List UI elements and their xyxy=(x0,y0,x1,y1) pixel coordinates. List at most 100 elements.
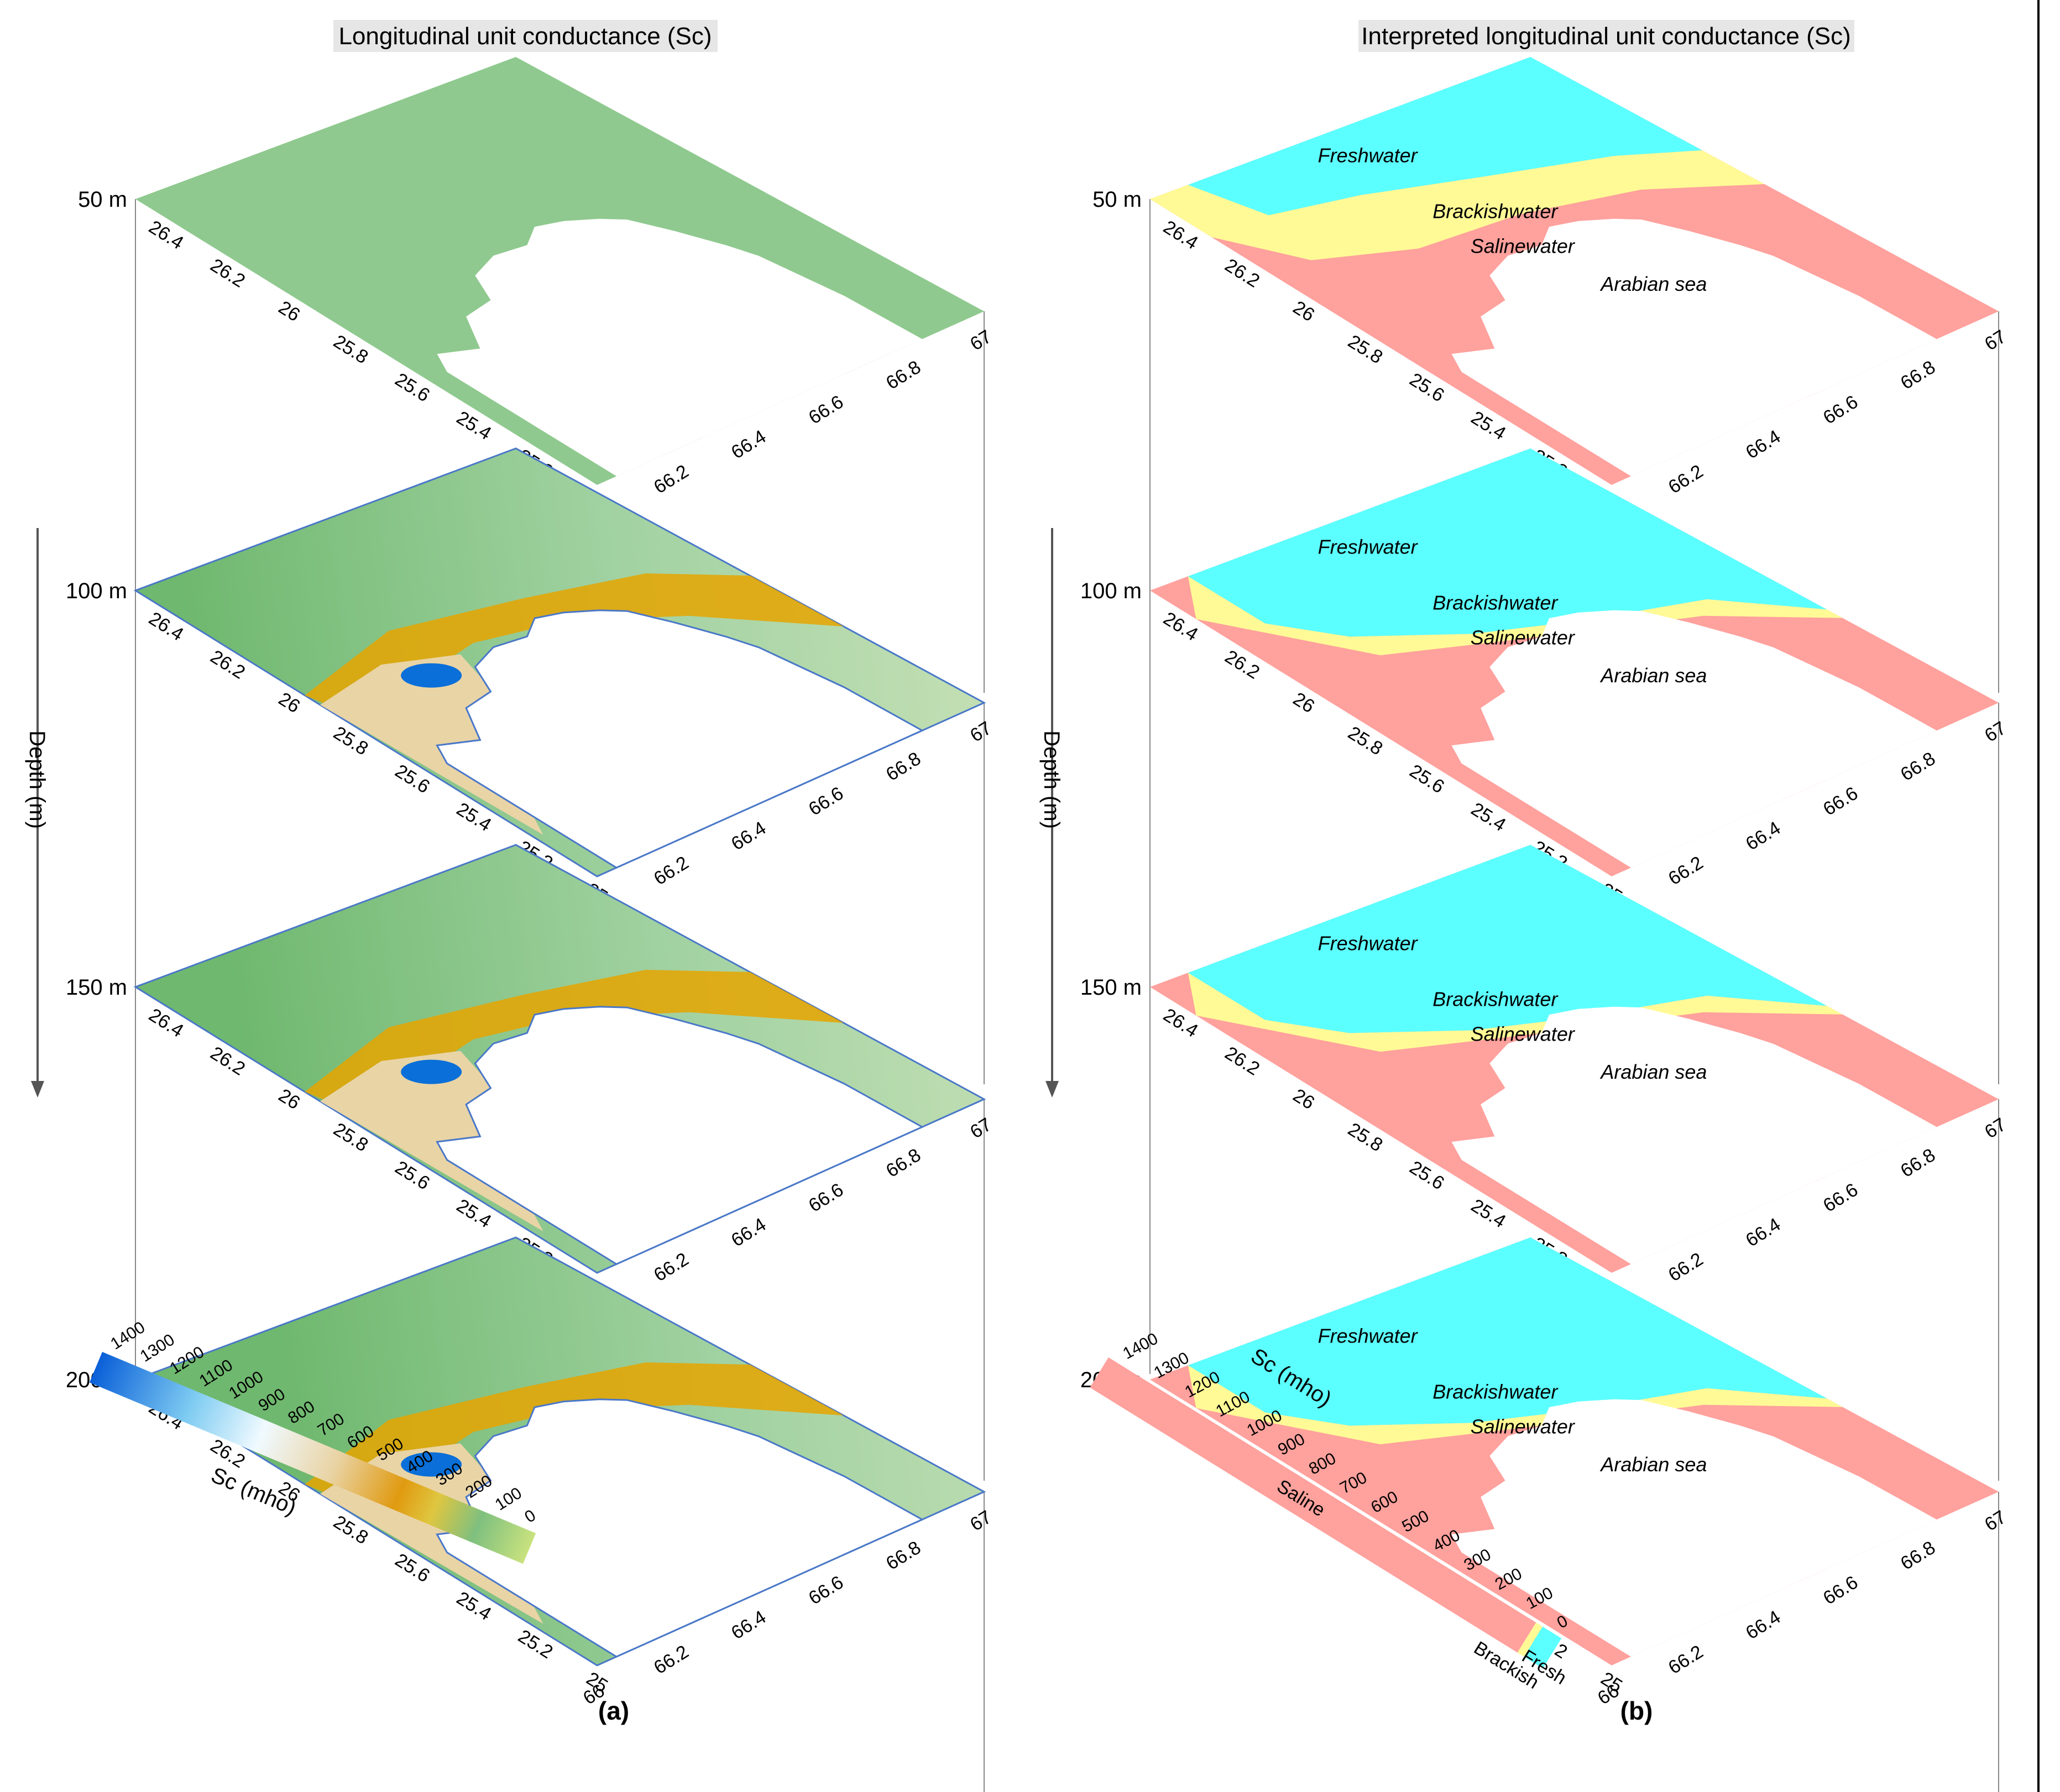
sea-mask xyxy=(1451,1006,1937,1265)
lon-tick-label: 66.8 xyxy=(882,1537,924,1574)
high-sc-spot xyxy=(401,1059,462,1084)
sea-mask xyxy=(1451,1399,1937,1657)
lon-tick-label: 66.6 xyxy=(805,1572,847,1609)
lon-tick-label: 67 xyxy=(966,326,995,355)
lon-tick-label: 67 xyxy=(966,1507,995,1535)
lon-tick-label: 66.8 xyxy=(1897,357,1939,394)
lon-tick-label: 66.2 xyxy=(650,1248,692,1286)
lon-tick-label: 66.2 xyxy=(1665,1248,1707,1286)
layer-2-B: Freshwater Brackishwater Salinewater Arabia… xyxy=(1080,845,2010,1481)
title-a-bg xyxy=(333,20,718,52)
fresh-zone xyxy=(1188,57,1702,216)
colorbar-b-tick: 1400 xyxy=(1120,1329,1161,1363)
depth-label: 50 m xyxy=(1092,187,1142,212)
high-sc-spot xyxy=(401,663,462,688)
layer-1-B: Freshwater Brackishwater Salinewater Arabia… xyxy=(1080,448,2010,1365)
lon-tick-label: 66.2 xyxy=(1665,852,1707,889)
lon-tick-label: 67 xyxy=(1981,326,2010,355)
brackish-zone xyxy=(1188,1365,1843,1445)
depth-arrowhead-b xyxy=(1045,1081,1059,1098)
lon-tick-label: 66.2 xyxy=(650,461,692,498)
zone-label-sea: Arabian sea xyxy=(1599,664,1707,687)
title-b-bg xyxy=(1358,20,1854,52)
lon-tick-label: 66.4 xyxy=(728,817,770,854)
zone-label-saline: Salinewater xyxy=(1471,1415,1576,1438)
zone-label-brackish: Brackishwater xyxy=(1432,988,1559,1010)
layer-2-A: 150 m26.426.22625.825.625.425.2256666.26… xyxy=(66,844,995,1481)
depth-label: 150 m xyxy=(1080,975,1142,1000)
colorbar-b-fresh xyxy=(1524,1626,1562,1669)
depth-axis-title-a: Depth (m) xyxy=(25,730,49,829)
zone-label-sea: Arabian sea xyxy=(1599,1453,1707,1476)
sea-mask xyxy=(436,1006,924,1265)
lat-tick-label: 26 xyxy=(275,297,304,326)
zone-label-sea: Arabian sea xyxy=(1599,1060,1707,1083)
fresh-zone xyxy=(1188,845,1827,1033)
zone-label-saline: Salinewater xyxy=(1471,626,1576,649)
brackish-zone xyxy=(1188,576,1843,656)
lon-tick-label: 67 xyxy=(1981,1507,2010,1535)
gold-band xyxy=(305,573,844,735)
depth-axis-title-b: Depth (m) xyxy=(1039,730,1064,829)
zone-label-brackish: Brackishwater xyxy=(1432,200,1559,222)
panel-b-label: (b) xyxy=(1620,1696,1653,1725)
lon-tick-label: 66.8 xyxy=(1897,1537,1939,1574)
sea-mask xyxy=(436,609,924,869)
lon-tick-label: 66.4 xyxy=(1742,817,1784,854)
gold-band xyxy=(305,970,844,1132)
zone-label-brackish: Brackishwater xyxy=(1432,591,1559,614)
zone-label-brackish: Brackishwater xyxy=(1432,1380,1559,1403)
lon-tick-label: 66.6 xyxy=(1820,1179,1862,1216)
depth-label: 100 m xyxy=(1080,579,1142,603)
lon-tick-label: 66.4 xyxy=(1742,1214,1784,1251)
lon-tick-label: 66.4 xyxy=(1742,426,1784,463)
lon-tick-label: 66.4 xyxy=(1742,1606,1784,1643)
colorbar-b-saline xyxy=(1090,1357,1536,1653)
brackish-zone xyxy=(1150,150,1765,260)
fresh-zone xyxy=(1188,448,1827,637)
fresh-zone xyxy=(1188,1237,1827,1426)
sea-mask xyxy=(437,218,922,477)
depth-label: 150 m xyxy=(66,975,127,1000)
lon-tick-label: 66.6 xyxy=(1820,783,1862,820)
panel-a-title: Longitudinal unit conductance (Sc) xyxy=(338,23,712,50)
lon-tick-label: 66.8 xyxy=(882,1145,924,1182)
sea-mask xyxy=(1451,610,1937,868)
panel-b-title: Interpreted longitudinal unit conductanc… xyxy=(1361,23,1850,50)
lon-tick-label: 66.2 xyxy=(1665,461,1707,498)
brackish-zone xyxy=(1188,973,1843,1052)
lon-tick-label: 66.2 xyxy=(650,852,692,889)
zone-label-sea: Arabian sea xyxy=(1599,273,1707,295)
lat-tick-label: 26 xyxy=(1289,688,1318,717)
lon-tick-label: 67 xyxy=(1981,718,2010,746)
zone-label-saline: Salinewater xyxy=(1471,1022,1576,1045)
gold-band xyxy=(305,1362,844,1524)
zone-label-fresh: Freshwater xyxy=(1318,1324,1419,1347)
lon-tick-label: 66.6 xyxy=(805,1179,847,1216)
panel-b: Freshwater Brackishwater Salinewater Arabia… xyxy=(1080,57,2010,1792)
depth-label: 100 m xyxy=(66,579,127,603)
lon-tick-label: 66.6 xyxy=(1820,391,1862,429)
lon-tick-label: 66.8 xyxy=(882,748,924,785)
lon-tick-label: 67 xyxy=(966,718,995,746)
panel-a-label: (a) xyxy=(598,1696,629,1725)
sea-mask xyxy=(1451,218,1937,477)
lon-tick-label: 66.4 xyxy=(728,426,770,463)
lon-tick-label: 66.2 xyxy=(650,1641,692,1678)
layer-3-A: 200 m26.426.22625.825.625.425.2256666.26… xyxy=(66,1236,995,1792)
layer-3-B: Freshwater Brackishwater Salinewater Arabia… xyxy=(1080,1237,2010,1792)
lon-tick-label: 67 xyxy=(966,1114,995,1143)
depth-label: 50 m xyxy=(78,187,127,212)
zone-label-fresh: Freshwater xyxy=(1318,535,1419,558)
lat-tick-label: 26 xyxy=(1289,1085,1318,1114)
depth-arrowhead-a xyxy=(31,1081,44,1098)
layer-1-A: 100 m26.426.22625.825.625.425.2256666.26… xyxy=(66,447,995,1365)
zone-label-saline: Salinewater xyxy=(1471,234,1576,257)
lon-tick-label: 66.6 xyxy=(1820,1572,1862,1609)
lon-tick-label: 66.4 xyxy=(728,1214,770,1251)
lon-tick-label: 66.4 xyxy=(728,1606,770,1643)
lon-tick-label: 66.6 xyxy=(805,783,847,820)
high-sc-spot xyxy=(401,1452,462,1477)
